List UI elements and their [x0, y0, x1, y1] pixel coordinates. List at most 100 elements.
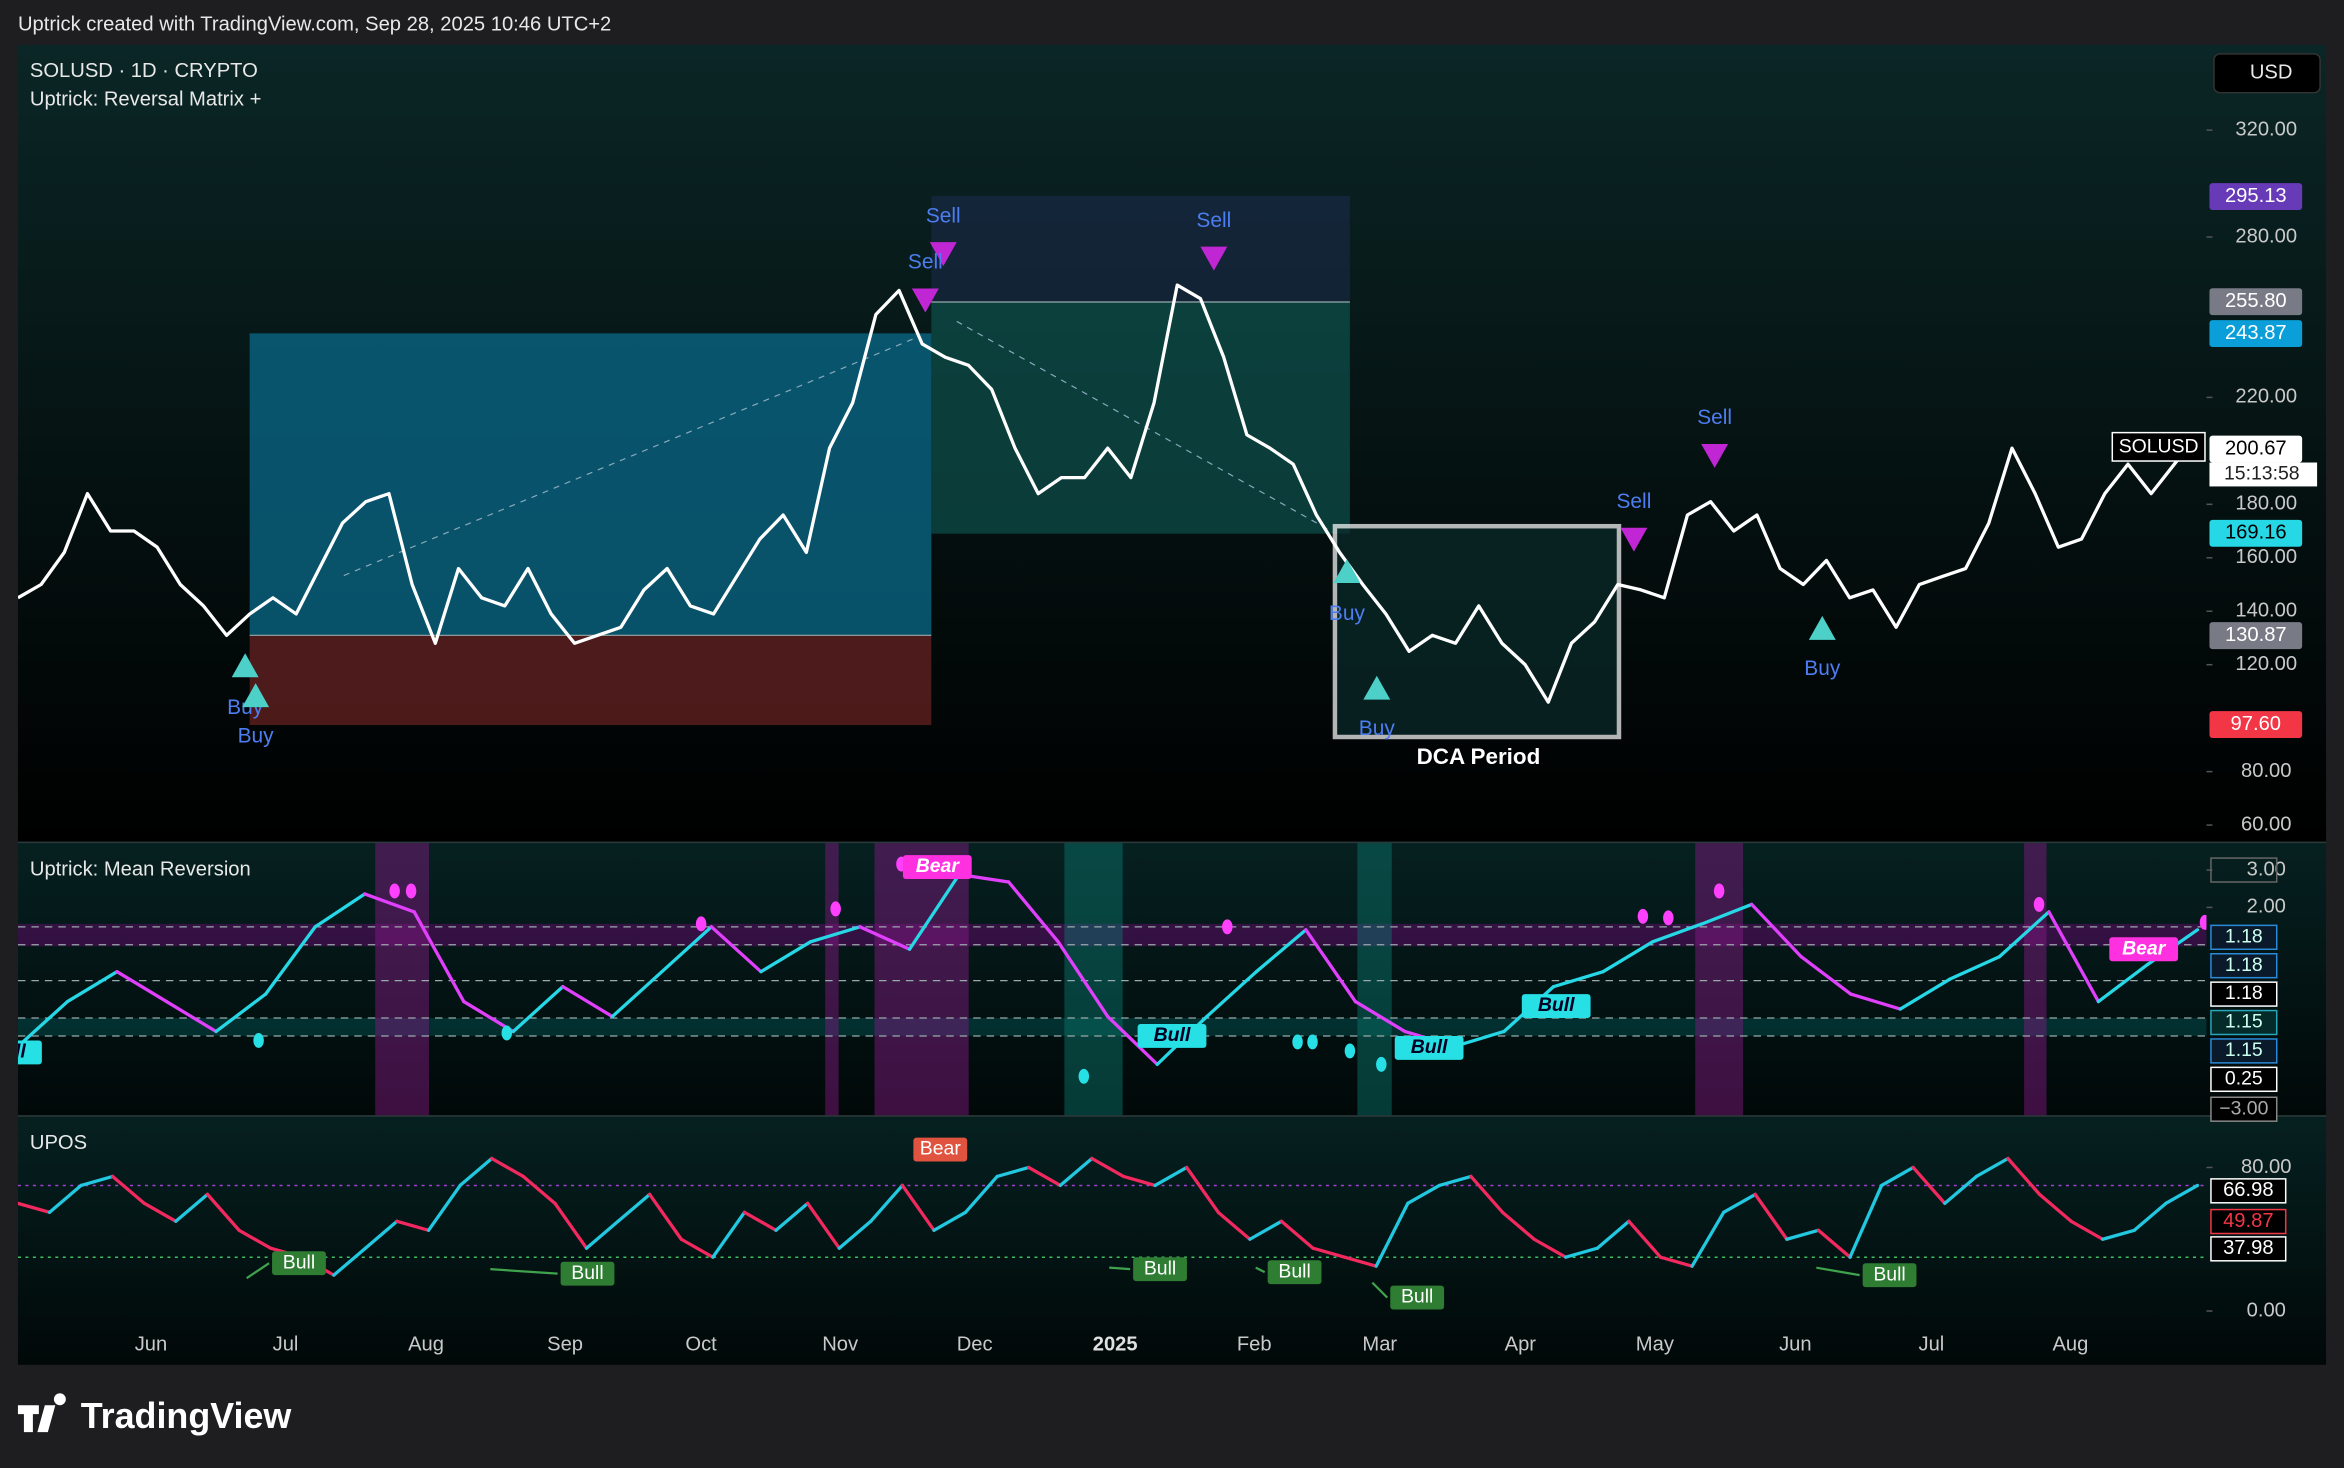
upos-tag [1267, 1260, 1322, 1285]
bear-dot [1713, 883, 1725, 899]
upos-tag [1862, 1263, 1917, 1288]
bear-dot [2199, 914, 2207, 930]
upos-tag-label: Bear [920, 1138, 962, 1160]
osc-segment [1595, 1219, 1631, 1250]
osc-segment [869, 1183, 905, 1223]
osc-segment [1700, 902, 1754, 926]
osc-segment [115, 970, 169, 1004]
osc-segment [426, 1183, 462, 1232]
price-badge [2209, 519, 2303, 547]
osc-segment [490, 1156, 525, 1179]
bear-dot [2033, 896, 2045, 912]
y-tick-label: 0.00 [2247, 1299, 2286, 1321]
osc-segment [610, 970, 664, 1019]
upos-badge [2210, 1178, 2287, 1204]
osc-badge [2210, 924, 2278, 951]
osc-tag [1521, 994, 1591, 1019]
sell-marker [1200, 246, 1228, 271]
y-tick-label: 2.00 [2247, 896, 2286, 918]
price-badge-label: 295.13 [2225, 185, 2287, 207]
currency-button[interactable] [2213, 53, 2321, 94]
osc-segment [47, 1183, 83, 1214]
osc-segment [2132, 1201, 2168, 1232]
osc-tag-label: Bull [1154, 1024, 1191, 1046]
osc-segment [1279, 1219, 1315, 1250]
osc-segment [1785, 1228, 1821, 1241]
y-tick-label: 80.00 [2241, 760, 2291, 782]
plot-area: Bear Bear Bull Bull Bull Bull Bull Bull Bull Bull… [17, 283, 2207, 1310]
currency[interactable]: USD [2250, 62, 2293, 84]
band [17, 1018, 2207, 1036]
osc-segment [679, 1237, 715, 1259]
x-tick-label: Jul [273, 1334, 299, 1356]
bear-dot [830, 901, 841, 917]
y-tick-label: 320.00 [2235, 118, 2297, 140]
upos-tag-label: Bull [571, 1262, 603, 1284]
upos-tag [560, 1261, 615, 1286]
upos-badge-label: 49.87 [2223, 1210, 2273, 1232]
tick-box [2210, 857, 2278, 883]
osc-tag [1394, 1035, 1464, 1060]
osc-segment [1185, 1165, 1220, 1214]
countdown: 15:13:58 [2224, 463, 2300, 485]
osc-badge-label: −3.00 [2219, 1097, 2268, 1119]
upos-tag-label: Bull [283, 1251, 315, 1273]
osc-segment [963, 1174, 999, 1214]
upos-tag-label: Bull [1401, 1286, 1433, 1308]
osc-segment [1304, 928, 1358, 1004]
price-badge [2209, 288, 2303, 316]
logo [17, 1393, 66, 1433]
osc-segment [174, 1192, 210, 1223]
osc-badge-label: 0.25 [2225, 1067, 2263, 1089]
osc-segment [458, 1156, 494, 1188]
osc-segment [1056, 940, 1110, 1019]
osc-badge-label: 1.18 [2225, 982, 2263, 1004]
osc-segment [1690, 1210, 1726, 1268]
bear-dot [1637, 908, 1649, 924]
x-tick-label: Sep [547, 1334, 583, 1356]
osc-segment [2037, 1192, 2073, 1223]
osc-badge [2210, 981, 2278, 1007]
osc-segment [2164, 1183, 2200, 1206]
osc-segment [648, 1192, 683, 1241]
osc-segment [805, 1201, 841, 1250]
osc-segment [237, 1228, 273, 1250]
band [1357, 843, 1392, 1116]
osc-segment [553, 1201, 589, 1250]
osc-segment [79, 1174, 115, 1188]
osc-segment [2047, 910, 2101, 1004]
osc-tag-label: Bear [916, 855, 961, 877]
osc-segment [1437, 1174, 1473, 1188]
x-tick-label: Apr [1505, 1334, 1537, 1356]
osc-segment [1849, 992, 1902, 1011]
band [825, 843, 839, 1116]
osc-segment [1650, 922, 1704, 944]
osc-tag-label: Bear [2122, 937, 2167, 959]
osc-segment [17, 1201, 52, 1214]
upos-tag [1133, 1257, 1187, 1282]
osc-segment [858, 925, 912, 951]
price-badge-label: 243.87 [2225, 322, 2287, 344]
osc-segment [521, 1174, 557, 1206]
band [375, 843, 430, 1116]
osc-segment [1997, 910, 2051, 959]
band [874, 843, 969, 1116]
signal-label: Buy [238, 725, 275, 748]
osc-segment [164, 999, 218, 1034]
osc-segment [584, 1219, 620, 1250]
osc-segment [214, 992, 268, 1034]
sell-marker [1620, 527, 1648, 552]
osc-segment [932, 1210, 968, 1232]
dca-box [1332, 523, 1622, 740]
osc-pane [17, 843, 2327, 1116]
buy-marker [231, 653, 259, 678]
osc-segment [837, 1219, 873, 1250]
bull-dot [1307, 1034, 1318, 1050]
zone [249, 333, 932, 636]
osc-segment [1722, 1192, 1757, 1214]
osc-segment [1974, 1156, 2010, 1179]
y-tick-label: 160.00 [2235, 546, 2297, 568]
signal-label: Sell [1616, 490, 1651, 513]
osc-segment [2101, 1228, 2136, 1241]
osc-badge [2210, 1009, 2278, 1036]
